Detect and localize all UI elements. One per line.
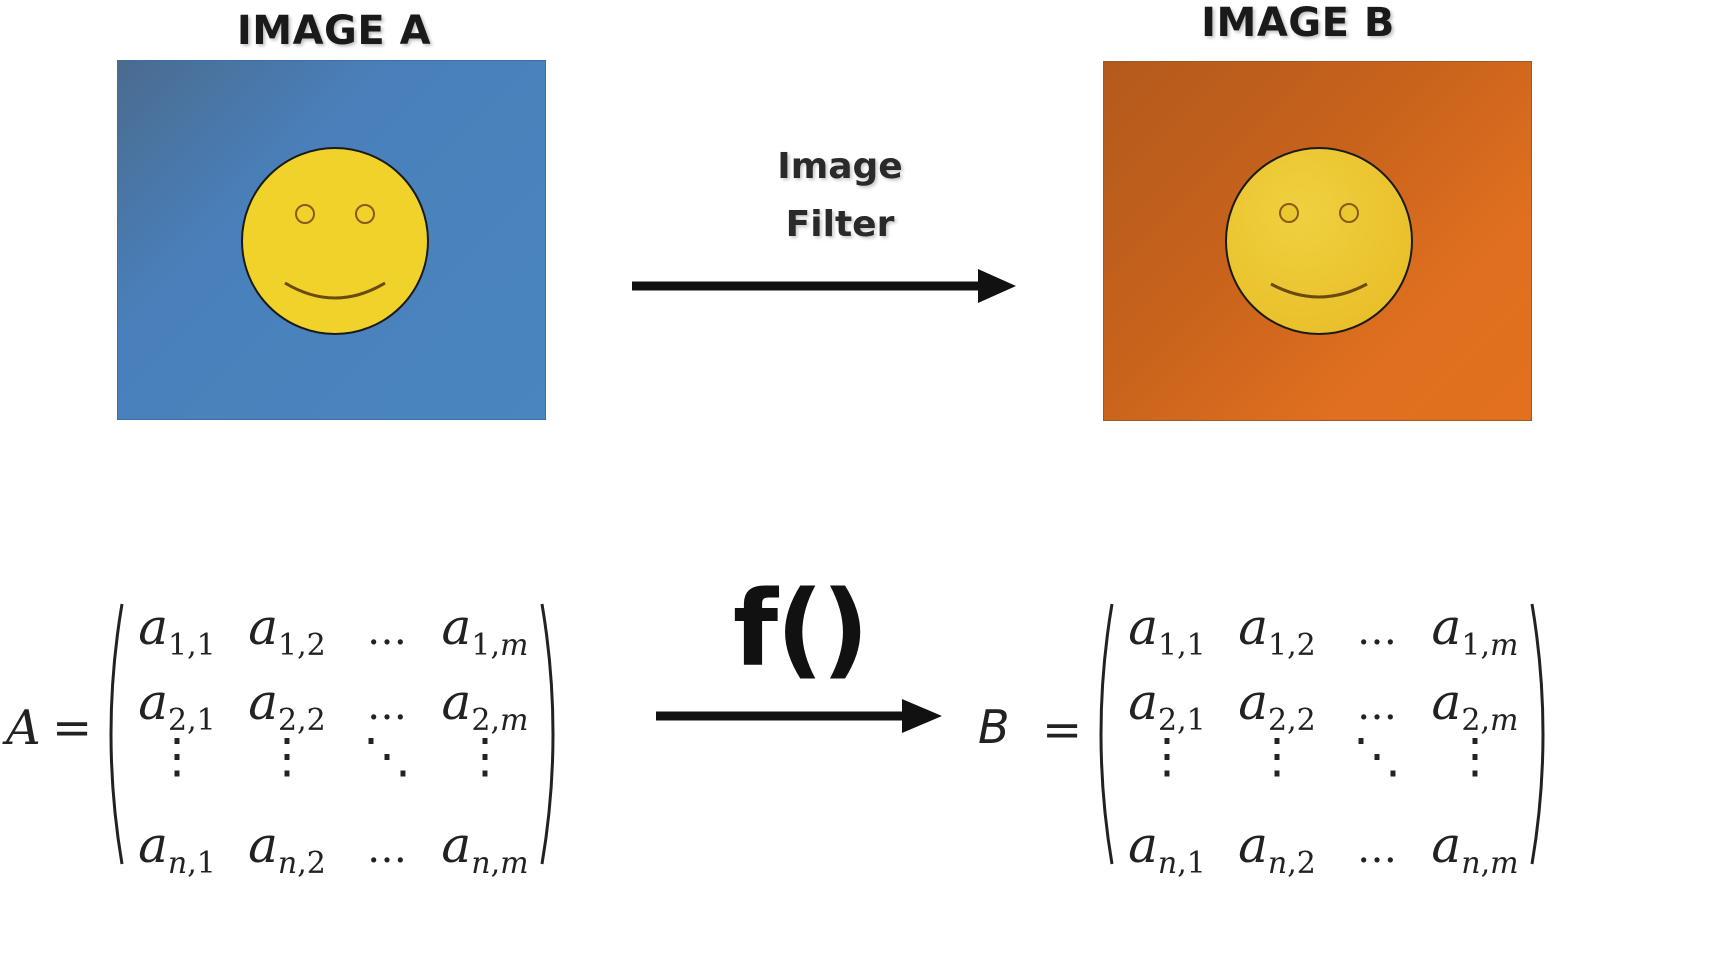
entry-subscript: n,2 (1267, 846, 1316, 881)
smile-a (284, 281, 386, 300)
matrix-a-grid: a1,1 a1,2… a1,m a2,1 a2,2… a2,m ⋮ ⋮ ⋱ ⋮ an,1 an,2… a… (100, 598, 564, 881)
matrix-a-symbol: A (6, 700, 41, 756)
matrix-b-entry: an,1 (1112, 816, 1222, 881)
entry-subscript: n,1 (167, 846, 216, 881)
matrix-a-hdots: … (367, 826, 407, 872)
right-eye-a (355, 204, 375, 224)
entry-subscript: n,m (1461, 846, 1519, 881)
matrix-a-entry: an,m (430, 816, 540, 881)
matrix-b-entry: a2,1 (1112, 673, 1222, 738)
image-filter-arrow (632, 269, 1016, 303)
image-filter-label: Image Filter (740, 138, 940, 254)
filter-label-line1: Image (777, 146, 903, 187)
entry-subscript: n,2 (277, 846, 326, 881)
entry-base: a (1128, 598, 1159, 656)
matrix-a-entry: an,1 (122, 816, 232, 881)
entry-base: a (1128, 673, 1159, 731)
matrix-b-entry: a1,2 (1222, 598, 1332, 663)
entry-base: a (248, 673, 279, 731)
entry-subscript: 2,2 (278, 703, 326, 738)
smiley-face-a (241, 147, 429, 335)
entry-subscript: 1,1 (1158, 628, 1206, 663)
entry-subscript: 1,1 (168, 628, 216, 663)
image-a-panel (117, 60, 546, 420)
matrix-b-brackets (1099, 603, 1545, 865)
entry-base: a (248, 816, 278, 874)
entry-subscript: 1,m (471, 628, 529, 663)
matrix-a-entry: a1,2 (232, 598, 342, 663)
entry-subscript: 2,2 (1268, 703, 1316, 738)
entry-base: a (1431, 673, 1462, 731)
entry-base: a (138, 598, 169, 656)
matrix-b-entry: a2,2 (1222, 673, 1332, 738)
matrix-b-entry: a1,m (1420, 598, 1530, 663)
entry-base: a (1431, 816, 1462, 874)
entry-base: a (441, 598, 472, 656)
matrix-a-entry: a2,1 (122, 673, 232, 738)
image-b-title: IMAGE B (1201, 0, 1395, 46)
entry-subscript: n,m (471, 846, 529, 881)
matrix-a-vdots: ⋮ (461, 728, 509, 784)
matrix-b-entry: an,m (1420, 816, 1530, 881)
function-arrow (656, 699, 942, 733)
face-circle-b (1225, 147, 1413, 335)
matrix-b: a1,1 a1,2… a1,m a2,1 a2,2… a2,m ⋮ ⋮ ⋱ ⋮ an,1 an,2… a… (1090, 598, 1554, 881)
matrix-b-hdots: … (1357, 683, 1397, 729)
matrix-b-hdots: … (1357, 608, 1397, 654)
matrix-a-entry: a2,2 (232, 673, 342, 738)
matrix-b-vdots: ⋱ (1353, 728, 1401, 784)
left-eye-b (1279, 203, 1299, 223)
matrix-b-vdots: ⋮ (1451, 728, 1499, 784)
left-eye-a (295, 204, 315, 224)
face-circle-a (241, 147, 429, 335)
matrix-a-vdots: ⋱ (363, 728, 411, 784)
matrix-a-vdots: ⋮ (263, 728, 311, 784)
matrix-b-grid: a1,1 a1,2… a1,m a2,1 a2,2… a2,m ⋮ ⋮ ⋱ ⋮ an,1 an,2… a… (1090, 598, 1554, 881)
entry-base: a (1431, 598, 1462, 656)
entry-base: a (248, 598, 279, 656)
matrix-a-vdots: ⋮ (153, 728, 201, 784)
entry-base: a (1238, 816, 1268, 874)
entry-subscript: 2,m (471, 703, 529, 738)
filter-label-line2: Filter (785, 204, 895, 245)
right-eye-b (1339, 203, 1359, 223)
entry-subscript: 2,m (1461, 703, 1519, 738)
entry-subscript: 1,2 (278, 628, 326, 663)
matrix-b-vdots: ⋮ (1143, 728, 1191, 784)
matrix-a-entry: a1,1 (122, 598, 232, 663)
entry-base: a (138, 673, 169, 731)
entry-base: a (1238, 673, 1269, 731)
matrix-a-hdots: … (367, 608, 407, 654)
entry-subscript: n,1 (1157, 846, 1206, 881)
matrix-a-entry: a1,m (430, 598, 540, 663)
image-b-panel (1103, 61, 1532, 421)
entry-subscript: 1,2 (1268, 628, 1316, 663)
image-a-title: IMAGE A (236, 8, 432, 54)
matrix-b-entry: a1,1 (1112, 598, 1222, 663)
entry-base: a (441, 673, 472, 731)
matrix-a-entry: a2,m (430, 673, 540, 738)
entry-base: a (441, 816, 472, 874)
entry-subscript: 2,1 (168, 703, 216, 738)
smile-b (1270, 282, 1368, 299)
matrix-a-entry: an,2 (232, 816, 342, 881)
matrix-b-symbol: B (978, 700, 1010, 754)
entry-base: a (138, 816, 168, 874)
matrix-b-equals: = (1042, 702, 1083, 758)
entry-subscript: 1,m (1461, 628, 1519, 663)
matrix-a-equals: = (52, 700, 93, 756)
matrix-a-hdots: … (367, 683, 407, 729)
matrix-b-entry: an,2 (1222, 816, 1332, 881)
matrix-a: a1,1 a1,2… a1,m a2,1 a2,2… a2,m ⋮ ⋮ ⋱ ⋮ an,1 an,2… a… (100, 598, 564, 881)
smiley-face-b (1225, 147, 1413, 335)
matrix-b-vdots: ⋮ (1253, 728, 1301, 784)
matrix-b-hdots: … (1357, 826, 1397, 872)
matrix-b-entry: a2,m (1420, 673, 1530, 738)
entry-subscript: 2,1 (1158, 703, 1206, 738)
entry-base: a (1128, 816, 1158, 874)
entry-base: a (1238, 598, 1269, 656)
matrix-a-brackets (109, 603, 555, 865)
function-label: f() (732, 568, 869, 690)
